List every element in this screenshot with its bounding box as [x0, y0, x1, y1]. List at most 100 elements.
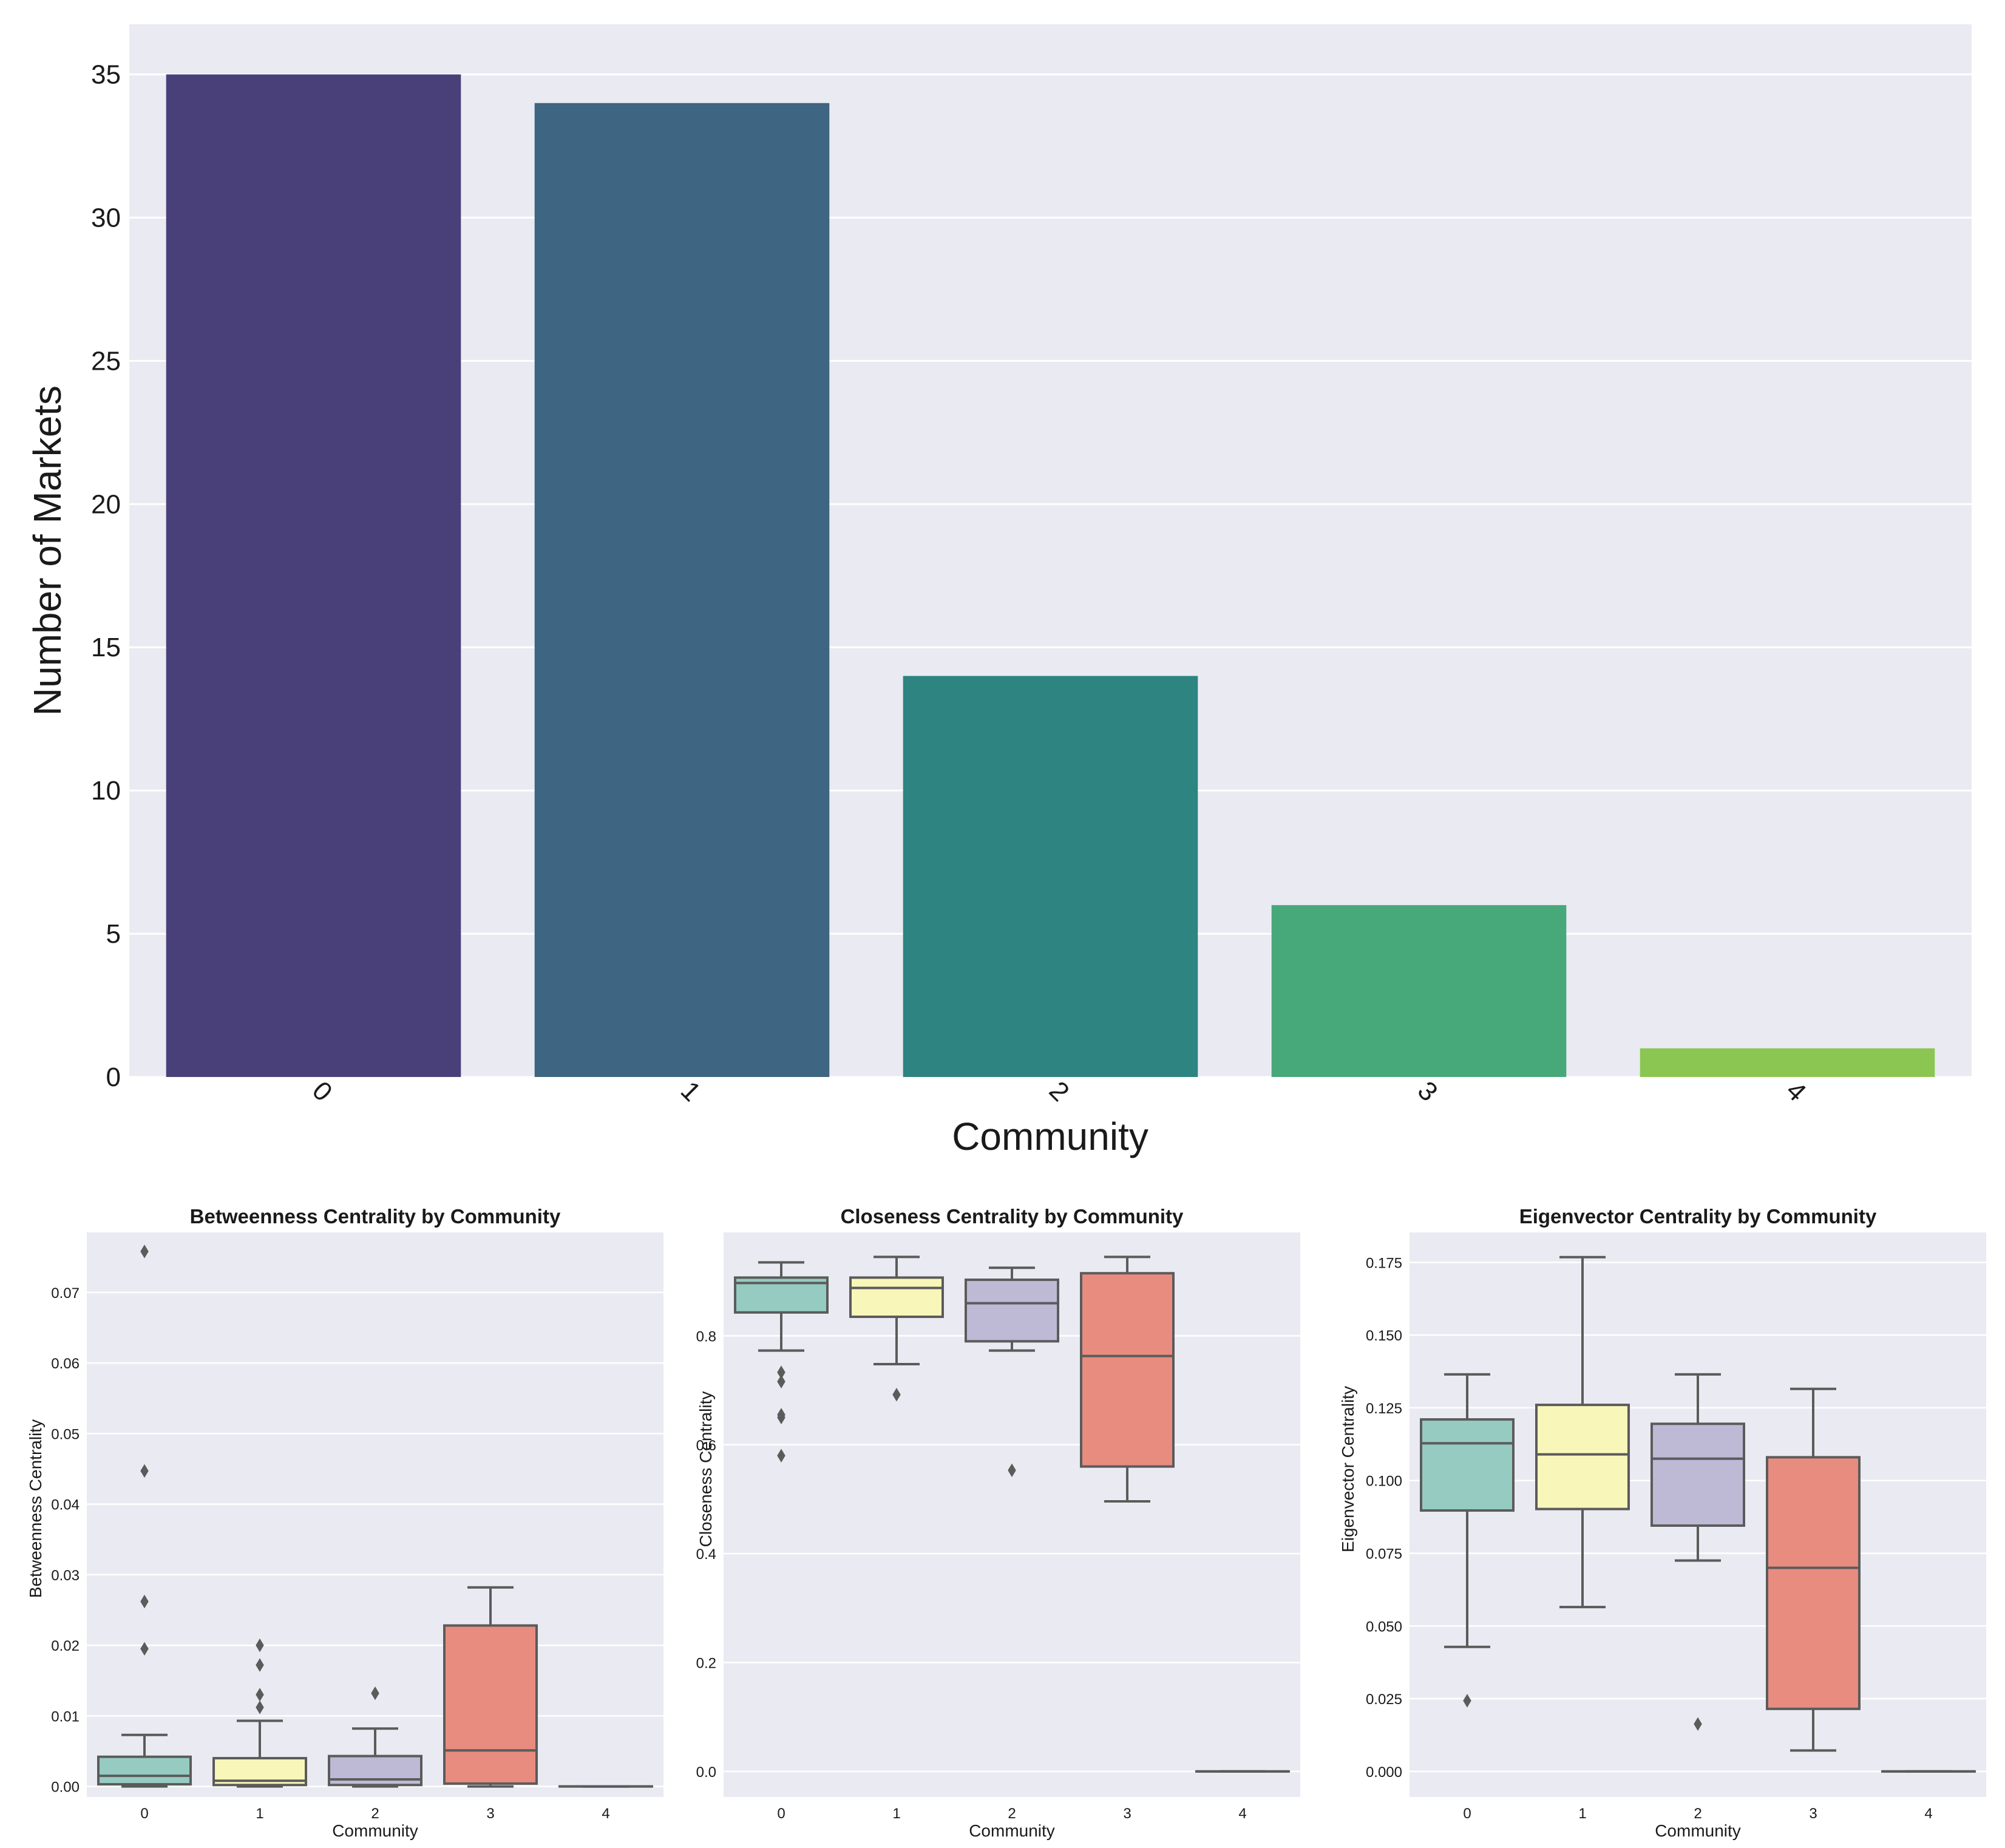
closeness-box-community-2	[965, 1266, 1059, 1478]
betweenness-outlier-point	[140, 1594, 149, 1609]
betweenness-y-tick-label: 0.05	[51, 1426, 80, 1442]
betweenness-x-tick-label: 4	[602, 1806, 609, 1822]
eigenvector-title: Eigenvector Centrality by Community	[1519, 1205, 1877, 1228]
closeness-outlier-point	[777, 1408, 785, 1422]
closeness-x-tick-label: 0	[777, 1806, 785, 1822]
betweenness-x-tick-label: 3	[486, 1806, 494, 1822]
bar-y-tick-label: 30	[91, 203, 121, 233]
betweenness-y-tick-label: 0.01	[51, 1708, 80, 1725]
betweenness-outlier-point	[140, 1642, 149, 1656]
betweenness-box-community-2	[328, 1686, 422, 1788]
eigenvector-y-tick-label: 0.100	[1366, 1473, 1402, 1490]
box-chart-eigenvector: 0.000 0.025 0.050 0.075 0.100 0.125 0.150 0.175…	[1338, 1205, 1986, 1840]
closeness-x-tick-label: 4	[1238, 1806, 1246, 1822]
bar-y-tick-label: 25	[91, 346, 121, 376]
bar-y-tick-label: 35	[91, 60, 121, 90]
closeness-y-tick-label: 0.0	[696, 1764, 716, 1781]
bar-community-2	[903, 676, 1198, 1077]
eigenvector-y-tick-label: 0.125	[1366, 1401, 1402, 1417]
eigenvector-y-tick-label: 0.150	[1366, 1328, 1402, 1344]
eigenvector-iqr-box	[1420, 1418, 1515, 1512]
betweenness-outlier-point	[140, 1245, 149, 1259]
eigenvector-x-tick-label: 2	[1694, 1806, 1701, 1822]
eigenvector-iqr-box	[1766, 1456, 1861, 1710]
box-chart-closeness: 0.0 0.2 0.4 0.6 0.8 0 1 2 3 4 Closeness Centralit…	[696, 1205, 1300, 1840]
closeness-outlier-point	[777, 1365, 785, 1379]
bar-community-1	[534, 103, 830, 1077]
eigenvector-x-tick-label: 4	[1924, 1806, 1932, 1822]
eigenvector-y-tick-label: 0.050	[1366, 1619, 1402, 1635]
eigenvector-y-tick-label: 0.000	[1366, 1764, 1402, 1781]
betweenness-x-tick-label: 2	[371, 1806, 379, 1822]
closeness-box-community-1	[849, 1255, 944, 1402]
box-chart-betweenness: 0.00 0.01 0.02 0.03 0.04 0.05 0.06 0.07 0 1 2 3 4 Be…	[26, 1205, 663, 1840]
closeness-x-tick-label: 2	[1008, 1806, 1016, 1822]
closeness-x-tick-label: 1	[892, 1806, 900, 1822]
eigenvector-box-community-2	[1650, 1373, 1745, 1731]
betweenness-box-community-1	[212, 1638, 307, 1788]
bar-y-tick-label: 0	[106, 1062, 121, 1092]
closeness-x-axis-label: Community	[969, 1821, 1055, 1840]
betweenness-y-tick-label: 0.04	[51, 1497, 80, 1513]
closeness-outlier-point	[777, 1374, 785, 1388]
closeness-box-community-3	[1080, 1255, 1175, 1503]
eigenvector-box-community-1	[1535, 1255, 1630, 1609]
betweenness-outlier-point	[256, 1688, 264, 1702]
betweenness-iqr-box	[97, 1755, 192, 1786]
bar-y-tick-label: 15	[91, 633, 121, 662]
betweenness-iqr-box	[328, 1755, 422, 1787]
eigenvector-iqr-box	[1650, 1422, 1745, 1527]
betweenness-outlier-point	[256, 1638, 264, 1653]
bar-x-axis-label: Community	[952, 1115, 1148, 1158]
betweenness-y-tick-label: 0.07	[51, 1285, 80, 1302]
betweenness-x-tick-label: 1	[256, 1806, 263, 1822]
betweenness-y-tick-label: 0.06	[51, 1356, 80, 1372]
betweenness-iqr-box	[443, 1624, 538, 1785]
eigenvector-x-axis-label: Community	[1655, 1821, 1741, 1840]
eigenvector-x-tick-label: 1	[1578, 1806, 1586, 1822]
betweenness-x-axis-label: Community	[332, 1821, 418, 1840]
betweenness-y-tick-label: 0.00	[51, 1779, 80, 1796]
bar-community-4	[1640, 1048, 1935, 1077]
eigenvector-y-tick-label: 0.025	[1366, 1691, 1402, 1708]
closeness-outlier-point	[1008, 1463, 1016, 1478]
betweenness-title: Betweenness Centrality by Community	[190, 1205, 561, 1228]
betweenness-box-community-0	[97, 1245, 192, 1788]
eigenvector-box-community-0	[1420, 1373, 1515, 1708]
betweenness-outlier-point	[371, 1686, 379, 1700]
closeness-y-tick-label: 0.2	[696, 1655, 716, 1671]
betweenness-box-community-3	[443, 1586, 538, 1788]
closeness-iqr-box	[1080, 1272, 1175, 1468]
eigenvector-y-tick-label: 0.075	[1366, 1546, 1402, 1562]
bar-y-axis-label: Number of Markets	[25, 386, 69, 716]
bar-community-0	[166, 74, 461, 1078]
eigenvector-box-community-3	[1766, 1387, 1861, 1752]
bar-y-tick-label: 10	[91, 776, 121, 806]
closeness-iqr-box	[965, 1279, 1059, 1343]
eigenvector-y-tick-label: 0.175	[1366, 1255, 1402, 1271]
closeness-outlier-point	[777, 1449, 785, 1462]
betweenness-plot-area	[87, 1232, 663, 1797]
eigenvector-outlier-point	[1463, 1694, 1471, 1708]
bar-y-tick-label: 20	[91, 489, 121, 519]
eigenvector-x-tick-label: 0	[1463, 1806, 1471, 1822]
closeness-iqr-box	[849, 1276, 944, 1319]
betweenness-outlier-point	[256, 1658, 264, 1672]
betweenness-y-axis-label: Betweenness Centrality	[26, 1419, 45, 1598]
betweenness-y-tick-label: 0.03	[51, 1568, 80, 1584]
betweenness-y-tick-label: 0.02	[51, 1638, 80, 1654]
bar-y-tick-label: 5	[106, 919, 121, 949]
eigenvector-x-tick-label: 3	[1809, 1806, 1817, 1822]
closeness-y-tick-label: 0.4	[696, 1546, 716, 1563]
closeness-y-axis-label: Closeness Centrality	[696, 1391, 715, 1547]
bar-community-3	[1271, 905, 1567, 1077]
closeness-outlier-point	[892, 1388, 901, 1402]
betweenness-x-tick-label: 0	[140, 1806, 148, 1822]
closeness-y-tick-label: 0.6	[696, 1438, 716, 1454]
betweenness-outlier-point	[256, 1700, 264, 1714]
closeness-title: Closeness Centrality by Community	[841, 1205, 1184, 1228]
eigenvector-y-axis-label: Eigenvector Centrality	[1338, 1386, 1357, 1552]
closeness-x-tick-label: 3	[1123, 1806, 1131, 1822]
